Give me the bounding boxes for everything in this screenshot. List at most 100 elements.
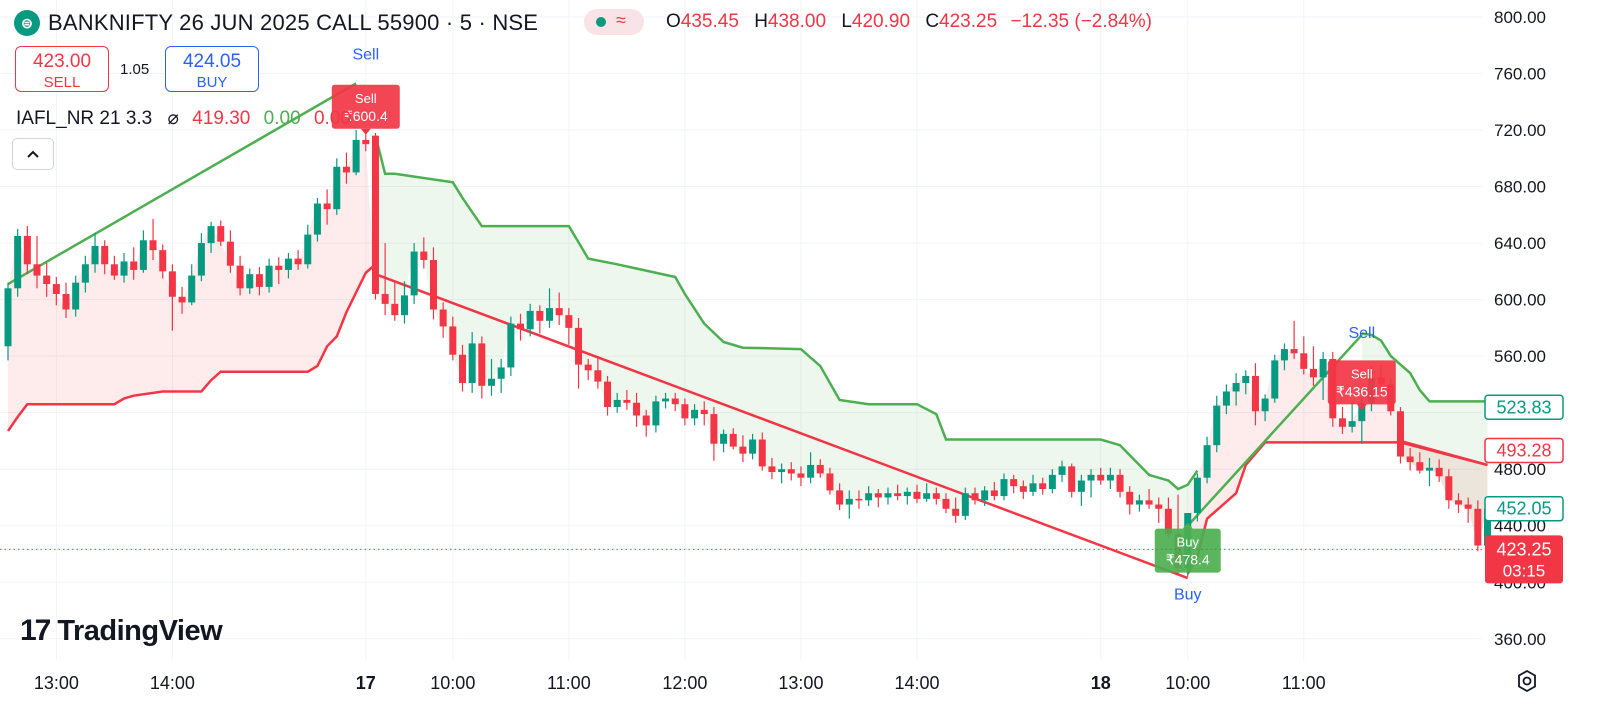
candle-body <box>381 293 389 304</box>
candle <box>1068 463 1076 498</box>
candle-body <box>633 402 641 416</box>
candle-body <box>913 491 921 499</box>
candle <box>14 228 22 297</box>
candle <box>1435 459 1443 482</box>
candle-body <box>1406 456 1414 463</box>
candle-body <box>1455 500 1462 505</box>
candle <box>139 230 147 273</box>
signal-box-label: Sell <box>355 91 377 106</box>
candle <box>255 267 263 296</box>
candle <box>778 463 786 484</box>
candle-body <box>1048 474 1056 489</box>
upper-band-2-line <box>1361 332 1488 403</box>
sell-button[interactable]: 423.00 SELL <box>15 46 109 92</box>
indicator-status-pill[interactable]: ≈ <box>584 9 644 35</box>
candle-body <box>130 261 138 270</box>
candle-body <box>72 282 80 310</box>
sell-label: SELL <box>43 74 81 91</box>
signal-box-label: Sell <box>1351 366 1373 381</box>
candle-body <box>642 415 650 426</box>
candle <box>1232 373 1240 406</box>
exchange-logo-icon[interactable]: ⊜ <box>14 10 40 36</box>
candle <box>681 398 689 426</box>
x-tick-label: 18 <box>1091 673 1111 693</box>
x-tick-label: 17 <box>356 673 376 693</box>
visibility-icon[interactable]: ⌀ <box>167 108 179 129</box>
signal-text: Sell <box>352 47 379 64</box>
x-tick-label: 13:00 <box>778 673 823 693</box>
ohlc-high-label: H <box>754 11 768 32</box>
candle-body <box>1010 479 1018 487</box>
candle-body <box>584 364 592 371</box>
candle <box>1319 351 1327 400</box>
time-axis[interactable]: 13:00 14:00 17 10:00 11:00 12:00 13:00 14:00 18 1… <box>34 673 1326 693</box>
settings-gear-icon[interactable] <box>1514 668 1540 694</box>
candle <box>207 221 215 253</box>
candle-body <box>710 414 718 444</box>
candle <box>1445 469 1453 509</box>
candle-body <box>352 139 360 173</box>
candle-body <box>565 315 573 328</box>
buy-label: BUY <box>196 74 228 91</box>
candle <box>990 481 998 501</box>
candle-body <box>758 439 766 467</box>
candle-body <box>488 378 495 386</box>
trend-line <box>375 273 1189 580</box>
y-tick-label: 760.00 <box>1494 64 1546 83</box>
candle-body <box>43 275 51 285</box>
indicator-legend[interactable]: IAFL_NR 21 3.3 ⌀ 419.30 0.00 0.00 <box>16 107 351 130</box>
signal-text: Buy <box>1174 587 1202 604</box>
candle-body <box>342 166 350 173</box>
candle-body <box>652 401 660 426</box>
candle-body <box>1309 368 1317 378</box>
candle <box>1309 346 1317 386</box>
buy-button[interactable]: 424.05 BUY <box>165 46 259 92</box>
candle <box>1000 473 1008 501</box>
candle <box>333 158 341 215</box>
candle <box>787 462 795 481</box>
indicator-wave-icon: ≈ <box>616 10 626 30</box>
candle <box>1077 474 1085 506</box>
candle-body <box>362 139 370 145</box>
candle <box>420 237 428 269</box>
indicator-name[interactable]: IAFL_NR 21 3.3 <box>16 108 153 129</box>
candle-body <box>294 258 302 265</box>
candle-body <box>478 343 486 386</box>
candle <box>1300 336 1308 375</box>
tradingview-logo[interactable]: 17 TradingView <box>20 614 223 648</box>
symbol-title[interactable]: BANKNIFTY 26 JUN 2025 CALL 55900 · 5 · N… <box>48 10 539 35</box>
candle <box>662 392 670 409</box>
candle-body <box>555 308 563 316</box>
candle <box>1048 469 1056 494</box>
candle-body <box>1474 508 1482 546</box>
candle <box>768 457 776 480</box>
candle-body <box>903 491 911 497</box>
candle <box>691 404 699 426</box>
candle-body <box>526 310 534 330</box>
spread-value: 1.05 <box>120 61 150 78</box>
candle <box>952 497 960 523</box>
candle <box>159 244 167 279</box>
candle <box>1135 494 1143 512</box>
candle <box>1213 395 1221 453</box>
collapse-legend-button[interactable] <box>12 138 54 170</box>
candle-body <box>1106 474 1114 481</box>
indicator-value-2: 0.00 <box>263 108 301 129</box>
candle-body <box>546 308 554 321</box>
candle <box>149 219 157 261</box>
candle <box>720 429 728 453</box>
candle-body <box>1222 391 1230 406</box>
x-tick-label: 11:00 <box>1282 673 1326 693</box>
candle <box>1058 460 1066 482</box>
candle <box>555 292 563 326</box>
candle-body <box>410 251 418 296</box>
candle <box>1406 448 1414 471</box>
candle <box>1039 477 1047 495</box>
candle <box>1203 436 1211 484</box>
candle-body <box>855 498 863 501</box>
candle-body <box>429 260 437 310</box>
candle <box>1280 343 1288 371</box>
signal-box-price: ₹600.4 <box>344 108 388 124</box>
ohlc-close: 423.25 <box>939 11 998 32</box>
